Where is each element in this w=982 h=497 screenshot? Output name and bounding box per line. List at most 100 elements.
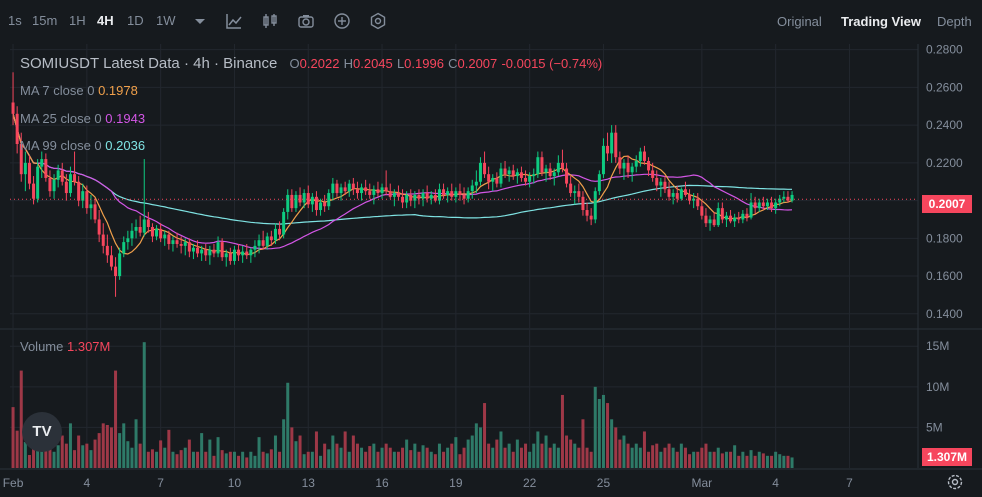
- candle-body: [565, 168, 569, 184]
- candle-body: [552, 172, 556, 177]
- candle-body: [146, 219, 150, 228]
- interval-4h[interactable]: 4H: [97, 13, 114, 28]
- interval-1d[interactable]: 1D: [127, 13, 144, 28]
- low-label: L: [396, 56, 405, 71]
- camera-icon[interactable]: [297, 12, 315, 30]
- volume-bar: [310, 451, 314, 468]
- volume-bar: [741, 451, 745, 468]
- indicators-icon[interactable]: [225, 12, 243, 30]
- interval-15m[interactable]: 15m: [32, 13, 58, 28]
- volume-bar: [388, 447, 392, 468]
- settings-icon[interactable]: [369, 12, 387, 30]
- candle-body: [241, 251, 245, 256]
- candle-body: [782, 196, 786, 199]
- candle-body: [409, 194, 413, 201]
- candle-body: [261, 240, 265, 246]
- candle-body: [392, 193, 396, 197]
- volume-bar: [667, 443, 671, 468]
- volume-bar: [630, 447, 634, 468]
- ma25-value: 0.1943: [105, 111, 146, 126]
- volume-bar: [729, 451, 733, 468]
- tab-depth[interactable]: Depth: [937, 14, 972, 29]
- time-axis[interactable]: Feb 4 7 10 13 16 19 22 25 Mar 4 7: [3, 476, 853, 490]
- volume-bar: [413, 443, 417, 468]
- add-icon[interactable]: [333, 12, 351, 30]
- candle-style-icon[interactable]: [261, 12, 279, 30]
- candle-body: [273, 228, 277, 241]
- volume-bar: [278, 451, 282, 468]
- volume-bar: [753, 455, 757, 468]
- candle-body: [774, 202, 778, 209]
- volume-bar: [216, 437, 220, 468]
- tab-original[interactable]: Original: [777, 14, 822, 29]
- candle-body: [191, 247, 195, 252]
- candle-body: [495, 177, 499, 184]
- volume-bar: [679, 443, 683, 468]
- interval-1s[interactable]: 1s: [8, 13, 22, 28]
- volume-bar: [692, 451, 696, 468]
- interval-1w[interactable]: 1W: [156, 13, 176, 28]
- candle-body: [388, 191, 392, 197]
- volume-bar: [614, 427, 618, 468]
- volume-bar: [446, 447, 450, 468]
- volume-bar: [19, 370, 23, 468]
- candle-body: [569, 183, 573, 194]
- change-value: -0.0015 (−0.74%): [501, 56, 603, 71]
- candle-body: [327, 193, 331, 207]
- interval-1h[interactable]: 1H: [69, 13, 86, 28]
- volume-series: [11, 342, 794, 468]
- volume-bar: [146, 451, 150, 468]
- price-tick-label: 0.1400: [926, 307, 963, 321]
- volume-bar: [179, 450, 183, 468]
- candle-body: [433, 194, 437, 201]
- candle-body: [638, 151, 642, 161]
- chevron-down-icon[interactable]: [191, 12, 209, 30]
- candle-body: [196, 247, 200, 254]
- candle-body: [237, 249, 241, 256]
- volume-bar: [642, 431, 646, 468]
- candle-body: [437, 189, 441, 201]
- candle-body: [548, 168, 552, 177]
- candle-body: [64, 181, 68, 194]
- volume-bar: [384, 443, 388, 468]
- volume-bar: [163, 447, 167, 468]
- candle-body: [155, 228, 159, 237]
- candle-body: [44, 159, 48, 178]
- candle-body: [716, 208, 720, 226]
- candle-body: [89, 204, 93, 209]
- volume-bar: [659, 451, 663, 468]
- volume-bar: [73, 450, 77, 468]
- candle-body: [519, 172, 523, 178]
- tab-trading-view[interactable]: Trading View: [841, 14, 921, 29]
- volume-bar: [126, 441, 130, 468]
- candle-body: [220, 242, 224, 258]
- volume-bar: [511, 451, 515, 468]
- candle-body: [470, 185, 474, 192]
- candle-body: [429, 194, 433, 199]
- low-value: 0.1996: [404, 56, 444, 71]
- volume-axis[interactable]: 15M 10M 5M: [926, 339, 949, 434]
- volume-bar: [606, 403, 610, 468]
- price-axis[interactable]: 0.28000.26000.24000.22000.20000.18000.16…: [926, 43, 963, 321]
- volume-tick-label: 10M: [926, 380, 949, 394]
- price-tick-label: 0.2800: [926, 43, 963, 57]
- volume-bar: [663, 447, 667, 468]
- volume-bar: [548, 447, 552, 468]
- chart-settings-icon[interactable]: [946, 473, 964, 491]
- volume-bar: [15, 430, 19, 468]
- candle-body: [610, 132, 614, 154]
- volume-bar: [581, 419, 585, 468]
- volume-bar: [396, 451, 400, 468]
- candle-body: [536, 157, 540, 175]
- volume-bar: [64, 443, 68, 468]
- candle-body: [216, 242, 220, 254]
- candle-body: [712, 219, 716, 226]
- volume-bar: [433, 454, 437, 468]
- time-tick-label: 10: [228, 476, 242, 490]
- candle-body: [786, 196, 790, 201]
- volume-bar: [368, 446, 372, 468]
- volume-bar: [101, 423, 105, 468]
- candle-body: [724, 215, 728, 220]
- exchange-label: Binance: [223, 55, 278, 72]
